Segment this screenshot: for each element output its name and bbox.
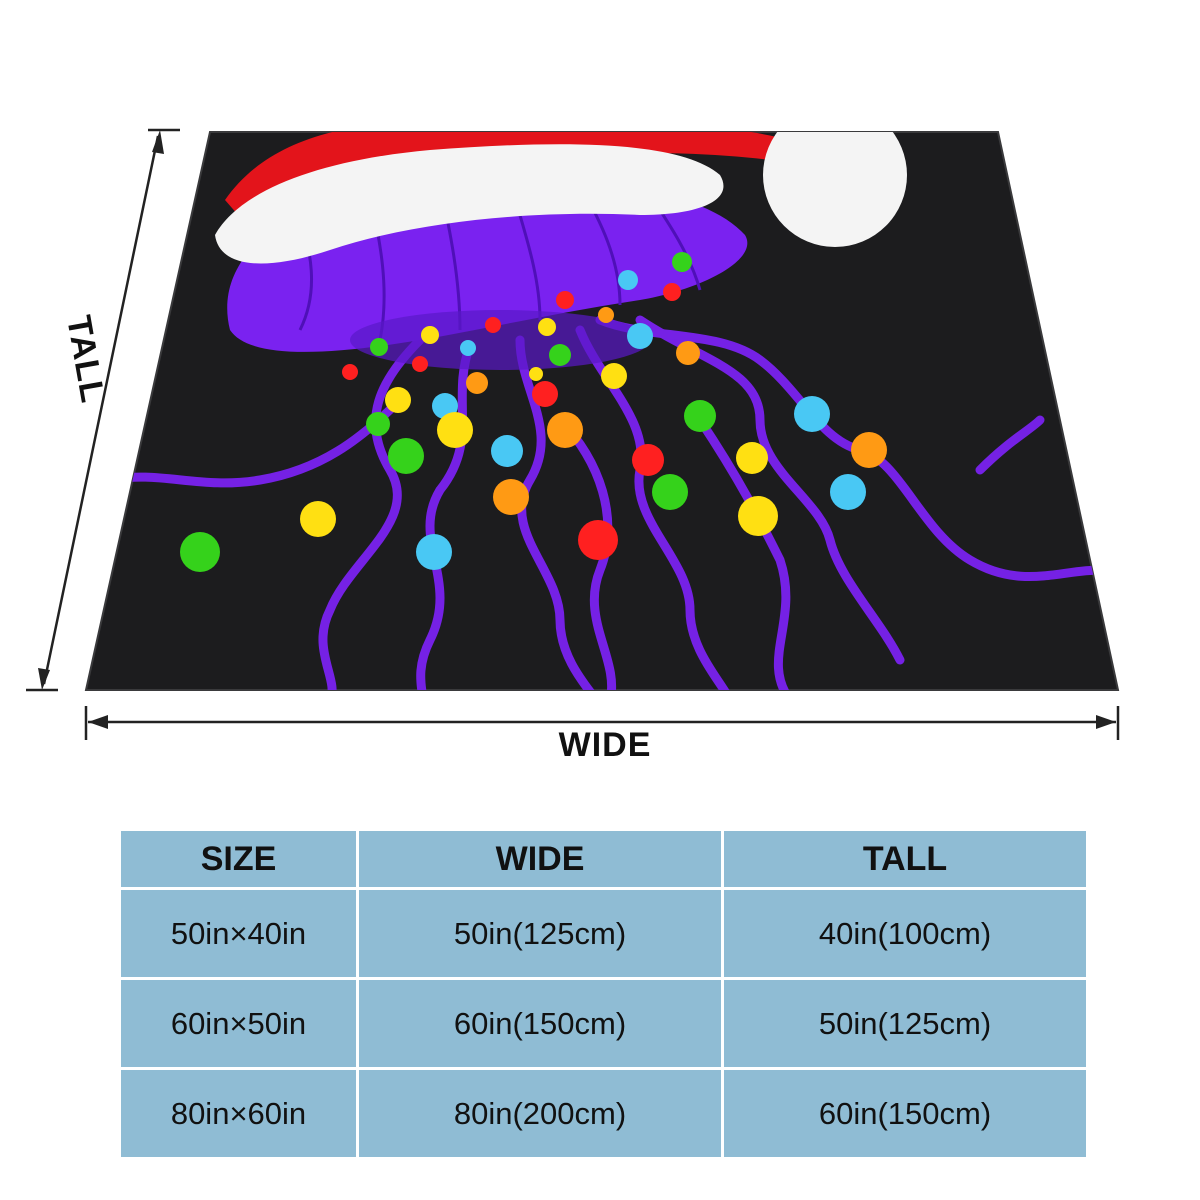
row-1-wide: 50in(125cm) xyxy=(359,890,721,977)
wide-dimension-arrow xyxy=(84,706,1120,740)
santa-hat-pompom xyxy=(763,132,907,247)
row-2-size: 60in×50in xyxy=(121,980,356,1067)
blanket-illustration xyxy=(26,128,1120,740)
row-3-tall: 60in(150cm) xyxy=(724,1070,1086,1157)
row-2-wide: 60in(150cm) xyxy=(359,980,721,1067)
santa-hat xyxy=(225,132,794,240)
christmas-lights xyxy=(180,252,887,572)
header-size: SIZE xyxy=(121,831,356,887)
row-1-tall: 40in(100cm) xyxy=(724,890,1086,977)
wide-label: WIDE xyxy=(558,726,652,764)
row-3-size: 80in×60in xyxy=(121,1070,356,1157)
tall-dimension-arrow xyxy=(26,128,180,692)
row-1-size: 50in×40in xyxy=(121,890,356,977)
jellyfish-tentacles xyxy=(105,315,1105,690)
size-table: SIZE WIDE TALL 50in×40in 50in(125cm) 40i… xyxy=(121,831,1086,1161)
row-2-tall: 50in(125cm) xyxy=(724,980,1086,1067)
row-3-wide: 80in(200cm) xyxy=(359,1070,721,1157)
header-wide: WIDE xyxy=(359,831,721,887)
santa-hat-brim xyxy=(215,144,724,264)
header-tall: TALL xyxy=(724,831,1086,887)
